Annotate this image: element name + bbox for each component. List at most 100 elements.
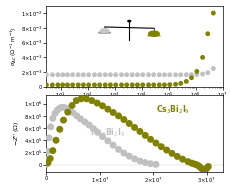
Point [173, 83, 177, 86]
Point [70, 104, 74, 107]
Point [91, 127, 95, 130]
Point [124, 73, 128, 76]
Point [76, 83, 80, 86]
Point [65, 83, 69, 86]
Point [74, 99, 78, 102]
Point [51, 149, 55, 152]
Point [184, 80, 187, 83]
Ellipse shape [147, 35, 159, 36]
Point [108, 83, 112, 86]
Point [143, 134, 146, 137]
Point [189, 76, 192, 79]
Point [178, 73, 182, 76]
Point [61, 119, 65, 122]
Point [137, 160, 141, 163]
Point [65, 73, 69, 76]
Point [204, 167, 207, 170]
Point [97, 73, 101, 76]
Point [56, 83, 60, 86]
Point [55, 109, 59, 112]
Point [167, 73, 171, 76]
Point [211, 12, 214, 15]
Point [100, 104, 104, 107]
Point [130, 83, 134, 86]
Point [56, 73, 60, 76]
Point [127, 155, 131, 158]
Point [61, 73, 64, 76]
Point [111, 111, 115, 114]
Point [66, 111, 69, 114]
Point [211, 67, 214, 70]
Point [46, 161, 50, 164]
Ellipse shape [98, 32, 110, 33]
Circle shape [127, 20, 130, 22]
Point [199, 167, 202, 170]
Point [106, 139, 109, 142]
Point [100, 135, 104, 138]
Point [192, 163, 195, 166]
Point [194, 163, 198, 166]
Point [50, 73, 54, 76]
Point [132, 157, 136, 160]
Point [70, 83, 74, 86]
Point [153, 163, 157, 166]
Point [62, 106, 66, 109]
Point [103, 83, 107, 86]
Point [164, 149, 168, 152]
Point [204, 166, 208, 169]
Point [173, 73, 177, 76]
Point [178, 82, 182, 85]
Text: Rb$_3$Bi$_2$I$_9$: Rb$_3$Bi$_2$I$_9$ [90, 127, 125, 139]
Point [200, 73, 204, 76]
Point [116, 148, 120, 151]
Point [146, 73, 150, 76]
Point [71, 111, 75, 114]
Point [184, 73, 187, 76]
Point [195, 164, 199, 167]
Point [135, 83, 139, 86]
Point [151, 83, 155, 86]
Point [180, 158, 184, 161]
Point [87, 123, 91, 126]
Point [47, 136, 51, 139]
Point [140, 73, 144, 76]
Point [68, 109, 71, 112]
Point [95, 101, 99, 105]
Point [48, 157, 52, 160]
Point [137, 130, 141, 133]
Y-axis label: $-Z''$ ($\Omega$): $-Z''$ ($\Omega$) [12, 121, 22, 146]
Point [46, 150, 49, 153]
Point [111, 144, 115, 147]
Point [92, 83, 96, 86]
Point [189, 162, 193, 165]
Point [175, 155, 178, 158]
Point [86, 73, 90, 76]
Point [57, 107, 61, 110]
Point [202, 168, 206, 171]
Point [135, 73, 139, 76]
Point [140, 83, 144, 86]
Point [58, 128, 61, 131]
Point [44, 83, 48, 86]
Point [79, 97, 83, 100]
Point [76, 73, 80, 76]
Point [189, 73, 192, 76]
Point [153, 142, 157, 145]
Point [122, 152, 125, 155]
Point [132, 126, 136, 129]
Point [148, 138, 152, 141]
Point [200, 168, 204, 171]
Point [78, 117, 82, 120]
Point [65, 107, 68, 110]
Point [92, 73, 96, 76]
Point [113, 83, 117, 86]
Point [51, 117, 55, 120]
Point [159, 145, 162, 148]
Point [45, 158, 49, 161]
Point [167, 83, 171, 86]
X-axis label: $\omega$ (rad s$^{-1}$): $\omega$ (rad s$^{-1}$) [116, 102, 152, 112]
Point [49, 125, 52, 128]
Point [157, 83, 161, 86]
Point [84, 97, 88, 100]
Point [185, 160, 189, 163]
